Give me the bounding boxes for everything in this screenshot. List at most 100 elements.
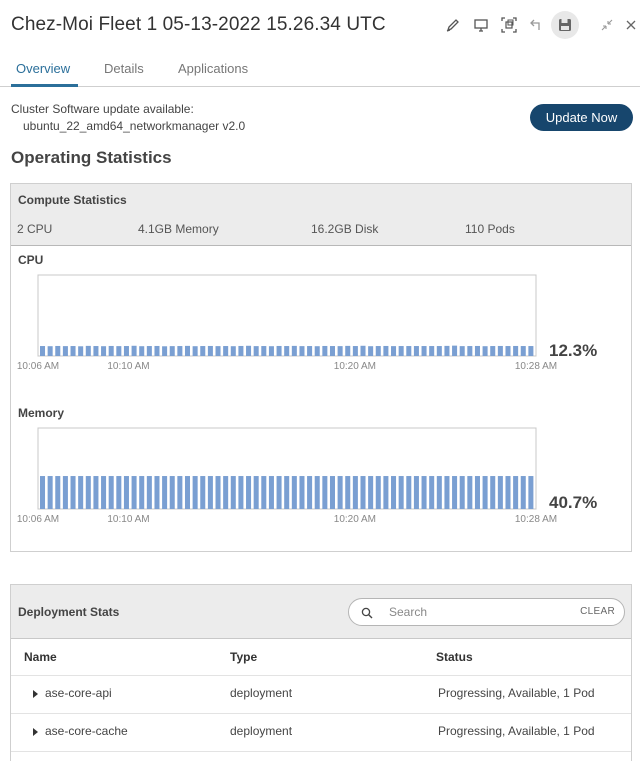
memory-bar bbox=[184, 476, 191, 509]
compute-statistics-title: Compute Statistics bbox=[18, 193, 127, 207]
deployment-stats-header: Deployment Stats CLEAR bbox=[11, 585, 631, 639]
stat-pods: 110 Pods bbox=[465, 222, 515, 236]
memory-bar bbox=[123, 476, 129, 509]
memory-bar bbox=[108, 476, 114, 509]
cpu-bar bbox=[528, 346, 534, 356]
cpu-bar bbox=[70, 346, 76, 356]
search-box: CLEAR bbox=[348, 598, 625, 626]
expand-caret-icon[interactable] bbox=[33, 690, 38, 698]
monitor-icon[interactable] bbox=[468, 12, 494, 38]
cpu-x-tick-label: 10:10 AM bbox=[107, 361, 149, 372]
table-row[interactable]: ase-core-api deployment Progressing, Ava… bbox=[11, 675, 631, 713]
memory-bar bbox=[146, 476, 152, 509]
memory-bar bbox=[444, 476, 450, 509]
row-status: Progressing, Available, 1 Pod bbox=[438, 686, 595, 700]
stat-memory: 4.1GB Memory bbox=[138, 222, 219, 236]
edit-icon[interactable] bbox=[440, 12, 466, 38]
memory-bar bbox=[139, 476, 145, 509]
cpu-bar bbox=[284, 346, 290, 356]
collapse-icon[interactable] bbox=[594, 12, 620, 38]
memory-bar bbox=[70, 476, 76, 509]
close-icon[interactable] bbox=[621, 12, 640, 38]
memory-bar bbox=[276, 476, 282, 509]
cpu-bar bbox=[139, 346, 145, 356]
row-name: ase-core-cache bbox=[45, 724, 128, 738]
memory-bar bbox=[177, 476, 183, 509]
fit-screen-icon[interactable] bbox=[496, 12, 522, 38]
cpu-bar bbox=[246, 345, 252, 356]
memory-bar bbox=[513, 476, 519, 509]
clear-button[interactable]: CLEAR bbox=[580, 606, 615, 617]
compute-statistics-header: Compute Statistics 2 CPU 4.1GB Memory 16… bbox=[11, 184, 631, 246]
cpu-bar bbox=[184, 345, 191, 357]
memory-chart: 10:06 AM 10:10 AM 10:20 AM 10:28 AM bbox=[17, 427, 557, 525]
cpu-bar bbox=[154, 345, 160, 356]
memory-chart-label: Memory bbox=[18, 406, 65, 420]
cpu-bar bbox=[162, 346, 168, 356]
cpu-bar bbox=[108, 345, 114, 356]
memory-bar bbox=[192, 476, 198, 509]
memory-bar bbox=[299, 476, 305, 509]
cpu-bar bbox=[490, 346, 496, 356]
cpu-bar bbox=[406, 346, 412, 356]
cpu-bar bbox=[215, 346, 221, 356]
memory-bar bbox=[528, 476, 534, 509]
memory-bar bbox=[413, 476, 419, 509]
memory-bar bbox=[101, 476, 107, 509]
column-header-status[interactable]: Status bbox=[436, 650, 473, 664]
memory-bar bbox=[383, 476, 389, 509]
column-header-type[interactable]: Type bbox=[230, 650, 258, 664]
save-icon bbox=[558, 18, 572, 32]
cpu-bar bbox=[322, 345, 328, 356]
deployment-stats-panel: Deployment Stats CLEAR Name Type Status … bbox=[10, 584, 632, 761]
memory-bar bbox=[131, 476, 137, 509]
memory-bar bbox=[200, 476, 206, 509]
tab-details[interactable]: Details bbox=[104, 61, 144, 76]
column-header-name[interactable]: Name bbox=[24, 650, 57, 664]
cpu-bar bbox=[444, 345, 450, 357]
cpu-bar bbox=[360, 345, 366, 356]
table-row[interactable]: ase-core-cache deployment Progressing, A… bbox=[11, 713, 631, 751]
undo-icon[interactable] bbox=[524, 12, 550, 38]
cpu-bar bbox=[314, 346, 320, 356]
memory-bar bbox=[368, 476, 374, 509]
update-now-button[interactable]: Update Now bbox=[530, 104, 633, 131]
save-button[interactable] bbox=[551, 11, 579, 39]
memory-bar bbox=[497, 476, 503, 509]
memory-bar bbox=[230, 476, 236, 509]
memory-bar bbox=[391, 476, 397, 509]
stat-disk: 16.2GB Disk bbox=[311, 222, 379, 236]
cpu-bar bbox=[337, 346, 343, 356]
search-input[interactable] bbox=[389, 603, 569, 621]
tab-overview[interactable]: Overview bbox=[16, 61, 71, 76]
expand-caret-icon[interactable] bbox=[33, 728, 38, 736]
cpu-bar bbox=[116, 346, 122, 356]
memory-bar bbox=[452, 476, 458, 509]
memory-bar bbox=[223, 476, 229, 509]
cpu-bar bbox=[368, 346, 374, 356]
cpu-bar bbox=[230, 346, 236, 356]
cpu-bar bbox=[520, 346, 526, 356]
memory-bar bbox=[421, 476, 427, 509]
cpu-bar bbox=[261, 346, 267, 356]
update-package: ubuntu_22_amd64_networkmanager v2.0 bbox=[23, 119, 246, 133]
memory-bar bbox=[467, 476, 473, 509]
cpu-bar bbox=[345, 345, 351, 357]
cpu-bar bbox=[200, 346, 206, 356]
tab-applications[interactable]: Applications bbox=[178, 61, 249, 76]
cpu-bar bbox=[146, 346, 152, 356]
memory-bar bbox=[490, 476, 496, 509]
memory-bar bbox=[162, 476, 168, 509]
memory-bar bbox=[337, 476, 343, 509]
cpu-bar bbox=[207, 345, 213, 356]
memory-bar bbox=[47, 476, 53, 509]
cpu-bar bbox=[40, 346, 46, 356]
search-icon bbox=[361, 606, 373, 624]
cpu-bar bbox=[223, 346, 229, 356]
cpu-bar bbox=[467, 346, 473, 356]
row-type: deployment bbox=[230, 724, 293, 738]
cpu-bar bbox=[383, 345, 389, 356]
memory-bar bbox=[116, 476, 122, 509]
cpu-bar bbox=[436, 346, 442, 356]
memory-current-value: 40.7% bbox=[549, 493, 598, 512]
